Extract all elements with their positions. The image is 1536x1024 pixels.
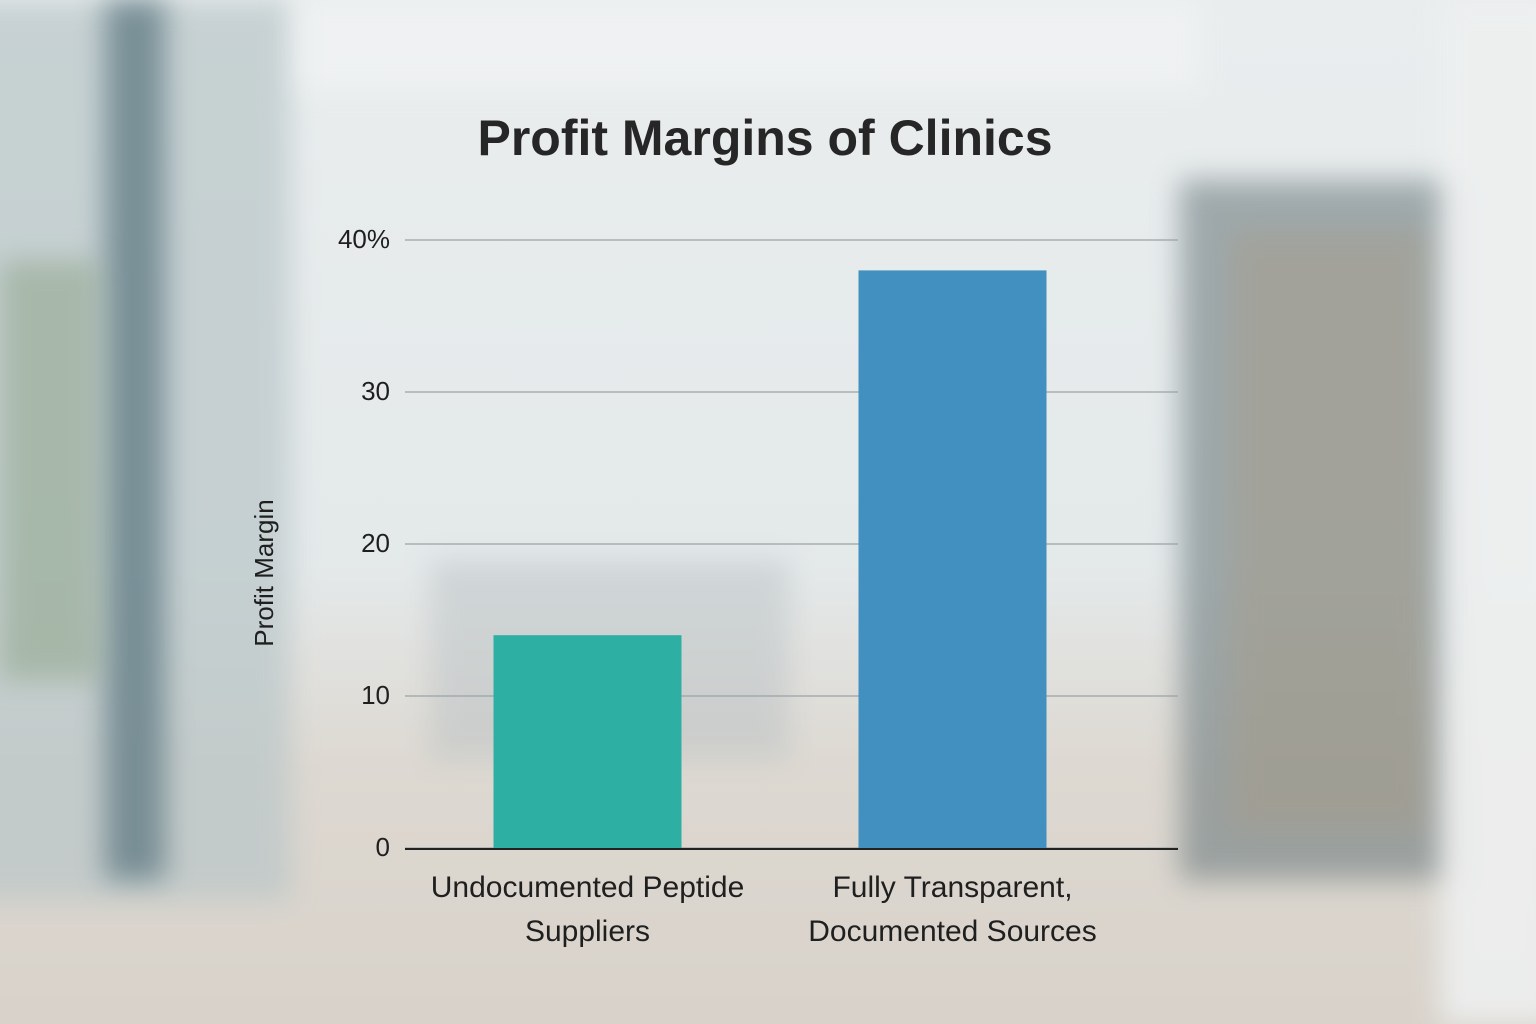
y-tick-label: 40% bbox=[338, 224, 390, 254]
wall-right bbox=[1440, 0, 1536, 1024]
bars bbox=[493, 270, 1047, 848]
greenery bbox=[0, 260, 100, 680]
bar bbox=[493, 635, 682, 848]
y-tick-label: 0 bbox=[376, 832, 390, 862]
glass-wall-right bbox=[1180, 180, 1460, 880]
y-tick-label: 10 bbox=[361, 680, 390, 710]
room-right bbox=[1230, 230, 1430, 830]
y-tick-label: 20 bbox=[361, 528, 390, 558]
pillar bbox=[105, 0, 165, 880]
bar bbox=[858, 270, 1047, 848]
chart-title: Profit Margins of Clinics bbox=[477, 110, 1052, 166]
x-tick-label: Undocumented Peptide Suppliers bbox=[430, 871, 745, 948]
y-tick-label: 30 bbox=[361, 376, 390, 406]
x-tick-label: Fully Transparent, Documented Sources bbox=[808, 871, 1097, 948]
y-axis-label: Profit Margin bbox=[249, 499, 279, 646]
ceiling bbox=[300, 0, 1200, 90]
